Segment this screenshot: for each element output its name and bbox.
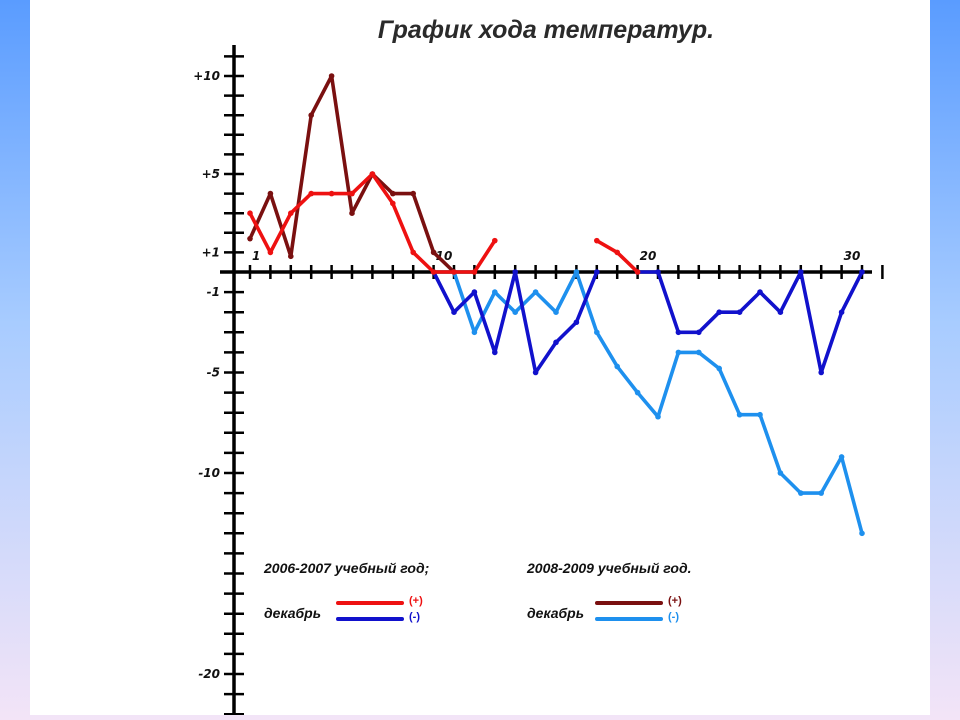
y-tick-label: +1 — [202, 245, 220, 259]
data-point — [777, 470, 784, 476]
data-point — [838, 309, 845, 316]
data-point — [247, 235, 253, 242]
tick-marks — [224, 55, 884, 715]
data-point — [267, 249, 274, 256]
data-point — [696, 329, 702, 336]
data-point — [308, 112, 315, 118]
data-point — [369, 171, 376, 177]
y-tick-label: -10 — [198, 466, 220, 480]
data-point — [328, 190, 335, 197]
data-point — [818, 369, 824, 376]
data-point — [594, 329, 600, 336]
data-point — [471, 269, 478, 275]
data-point — [247, 210, 253, 216]
data-point — [471, 289, 478, 295]
legend-month: декабрь — [264, 605, 321, 621]
data-point — [614, 249, 620, 256]
data-point — [451, 269, 457, 275]
x-tick-label: 20 — [640, 249, 657, 263]
slide-canvas: График хода температур. +10 +5 +1 -1 -5 -10 -2… — [30, 0, 930, 715]
data-point — [532, 369, 539, 376]
data-point — [532, 289, 539, 295]
legend-year: 2008-2009 учебный год. — [526, 560, 692, 576]
data-point — [512, 269, 518, 275]
data-point — [288, 210, 294, 216]
data-point — [430, 269, 437, 275]
legend-year: 2006-2007 учебный год; — [263, 560, 429, 576]
data-point — [777, 309, 784, 316]
legend: 2006-2007 учебный год; декабрь (+) (-) 2008-… — [263, 560, 692, 623]
data-point — [267, 190, 274, 197]
data-point — [328, 73, 335, 79]
data-point — [594, 237, 600, 244]
data-point — [634, 269, 641, 275]
data-point — [492, 349, 498, 356]
legend-mark: (+) — [668, 595, 682, 607]
data-point — [818, 490, 824, 496]
data-point — [798, 269, 804, 275]
data-point — [349, 210, 355, 216]
data-point — [308, 190, 315, 197]
data-point — [736, 309, 743, 316]
data-point — [492, 237, 498, 244]
data-point — [757, 289, 763, 295]
data-point — [838, 454, 845, 460]
series-line — [635, 270, 864, 375]
data-point — [349, 190, 355, 197]
data-point — [655, 269, 661, 275]
data-point — [573, 319, 580, 326]
y-tick-label: -5 — [207, 366, 220, 380]
data-point — [594, 269, 600, 275]
data-point — [492, 289, 498, 295]
data-point — [716, 309, 722, 316]
legend-mark: (-) — [668, 611, 679, 623]
data-point — [390, 190, 396, 197]
data-point — [736, 411, 743, 418]
legend-mark: (-) — [409, 611, 420, 623]
series-line — [248, 172, 497, 274]
series-line — [248, 74, 456, 274]
data-point — [471, 329, 478, 336]
data-point — [716, 365, 722, 372]
data-point — [410, 190, 417, 197]
data-point — [390, 200, 396, 207]
data-point — [859, 269, 865, 275]
data-point — [430, 249, 437, 256]
y-tick-label: -20 — [198, 667, 220, 681]
chart-title: График хода температур. — [378, 16, 714, 44]
data-point — [757, 411, 763, 418]
data-point — [614, 363, 620, 370]
data-point — [451, 309, 457, 316]
x-tick-label: 1 — [252, 249, 260, 263]
data-point — [798, 490, 804, 496]
y-tick-label: +5 — [202, 167, 220, 181]
y-tick-label: -1 — [207, 285, 220, 299]
data-point — [410, 249, 417, 256]
series-layer — [247, 73, 865, 537]
tick-labels: +10+5+1-1-5-10-201 10 20 30 — [193, 69, 860, 681]
data-point — [553, 309, 559, 316]
data-point — [288, 253, 294, 260]
data-point — [696, 349, 702, 356]
data-point — [675, 329, 682, 336]
legend-mark: (+) — [409, 595, 423, 607]
data-point — [634, 389, 641, 396]
data-point — [512, 309, 518, 316]
data-point — [859, 530, 865, 537]
temperature-chart: График хода температур. +10 +5 +1 -1 -5 -10 -2… — [193, 16, 884, 715]
legend-month: декабрь — [527, 605, 584, 621]
data-point — [655, 413, 661, 420]
x-tick-label: 30 — [844, 249, 861, 263]
data-point — [573, 269, 580, 275]
y-tick-label: +10 — [193, 69, 220, 83]
data-point — [675, 349, 682, 356]
data-point — [553, 339, 559, 346]
axes — [220, 45, 872, 715]
